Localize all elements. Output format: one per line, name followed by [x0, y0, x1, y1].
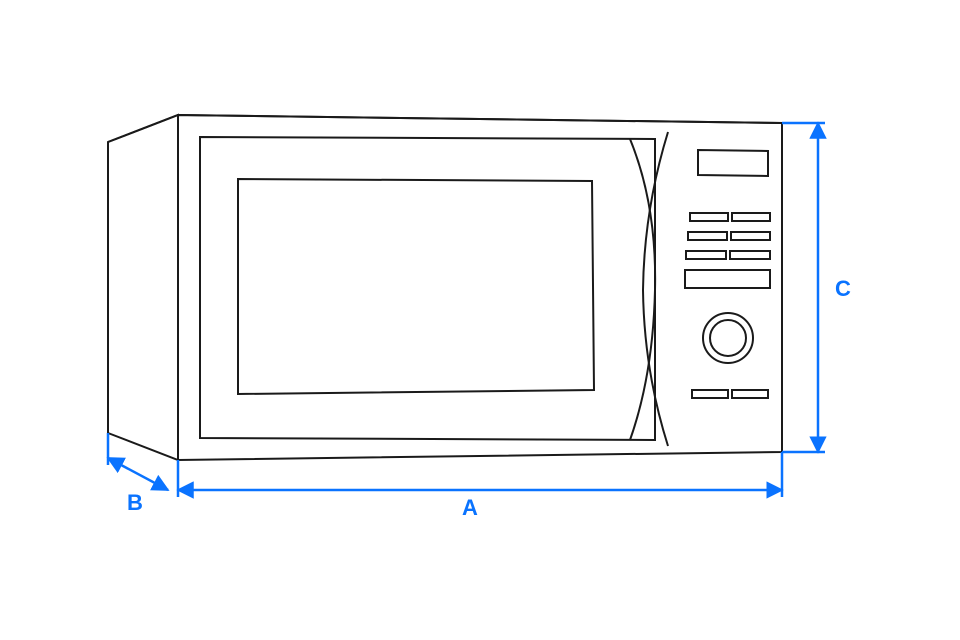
control-panel-button-row: [688, 232, 770, 240]
control-panel-button-row: [686, 251, 770, 259]
control-panel-button-row: [685, 270, 770, 288]
left-face: [108, 115, 178, 460]
microwave-body: [108, 115, 782, 460]
dimension-label-a: A: [462, 495, 478, 520]
control-panel-button-row: [690, 213, 770, 221]
door-window: [238, 179, 594, 394]
microwave-dimension-diagram: A B C: [0, 0, 960, 640]
dimension-label-c: C: [835, 276, 851, 301]
dimension-line-b: [108, 458, 168, 490]
dimension-label-b: B: [127, 490, 143, 515]
control-panel-bottom-buttons: [692, 390, 768, 398]
dial-inner: [710, 320, 746, 356]
control-panel-buttons: [685, 213, 770, 288]
control-panel-display: [698, 150, 768, 176]
